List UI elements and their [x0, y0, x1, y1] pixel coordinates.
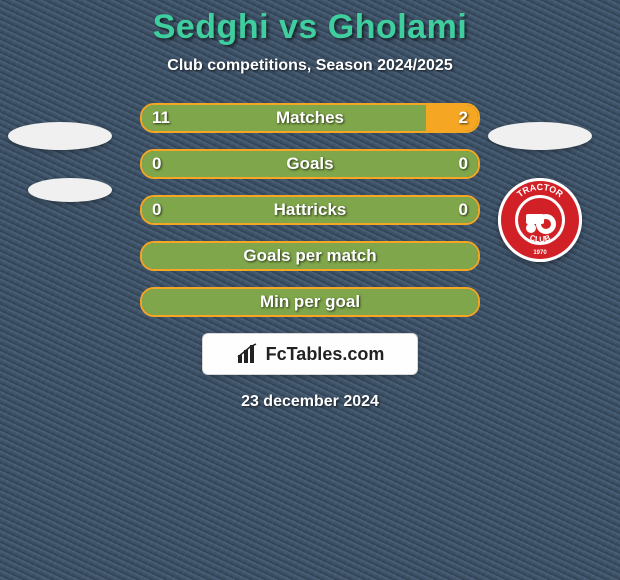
- stat-row: Min per goal: [140, 287, 480, 317]
- stat-row: Matches112: [140, 103, 480, 133]
- subtitle: Club competitions, Season 2024/2025: [0, 57, 620, 75]
- bars-icon: [236, 343, 260, 365]
- page-title: Sedghi vs Gholami: [0, 8, 620, 47]
- stat-bar: [140, 103, 480, 133]
- stat-bar-left: [142, 105, 426, 131]
- infographic-container: Sedghi vs Gholami Club competitions, Sea…: [0, 0, 620, 580]
- stat-row: Goals00: [140, 149, 480, 179]
- stat-row: Goals per match: [140, 241, 480, 271]
- stat-bar-right: [426, 105, 478, 131]
- footer-badge-text: FcTables.com: [266, 344, 385, 365]
- stat-bar: [140, 149, 480, 179]
- stat-bar-left: [142, 289, 478, 315]
- stat-bar-left: [142, 197, 478, 223]
- stat-bar: [140, 241, 480, 271]
- stat-bar-left: [142, 243, 478, 269]
- stat-bar: [140, 287, 480, 317]
- footer-badge[interactable]: FcTables.com: [202, 333, 418, 375]
- stat-row: Hattricks00: [140, 195, 480, 225]
- comparison-rows: Matches112 Goals00 Hattricks00 Goals per ma…: [0, 103, 620, 317]
- stat-bar: [140, 195, 480, 225]
- date-text: 23 december 2024: [0, 393, 620, 411]
- stat-bar-left: [142, 151, 478, 177]
